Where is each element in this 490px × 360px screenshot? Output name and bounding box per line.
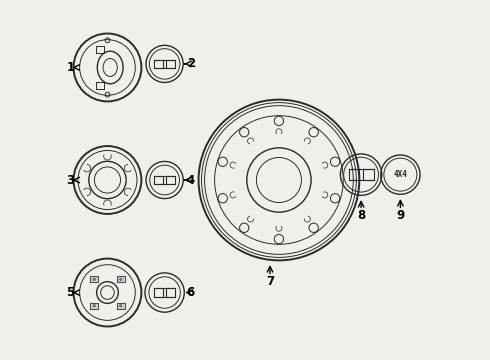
Circle shape [120,278,122,280]
Polygon shape [90,303,98,309]
Circle shape [309,127,318,137]
Text: 8: 8 [357,209,365,222]
Text: 6: 6 [187,286,195,299]
Circle shape [95,167,121,193]
Circle shape [274,234,284,244]
Text: 4X4: 4X4 [393,170,407,179]
Circle shape [120,305,122,307]
Circle shape [274,116,284,126]
Circle shape [240,127,249,137]
Circle shape [330,194,340,203]
Circle shape [218,157,227,166]
Text: 5: 5 [67,286,75,299]
Circle shape [218,194,227,203]
Circle shape [93,305,96,307]
Text: 3: 3 [67,174,75,186]
Ellipse shape [98,51,123,84]
Circle shape [97,282,118,303]
Text: 1: 1 [67,61,75,74]
Circle shape [240,223,249,233]
Polygon shape [117,276,125,282]
Text: 9: 9 [396,209,405,222]
Circle shape [93,278,96,280]
Circle shape [100,286,114,299]
Circle shape [330,157,340,166]
Circle shape [89,161,126,199]
Circle shape [309,223,318,233]
Text: 7: 7 [266,275,274,288]
Circle shape [256,157,301,203]
Ellipse shape [103,59,117,76]
Text: 4: 4 [187,174,195,186]
Text: 2: 2 [187,57,195,71]
Polygon shape [117,303,125,309]
Circle shape [247,148,311,212]
Polygon shape [90,276,98,282]
